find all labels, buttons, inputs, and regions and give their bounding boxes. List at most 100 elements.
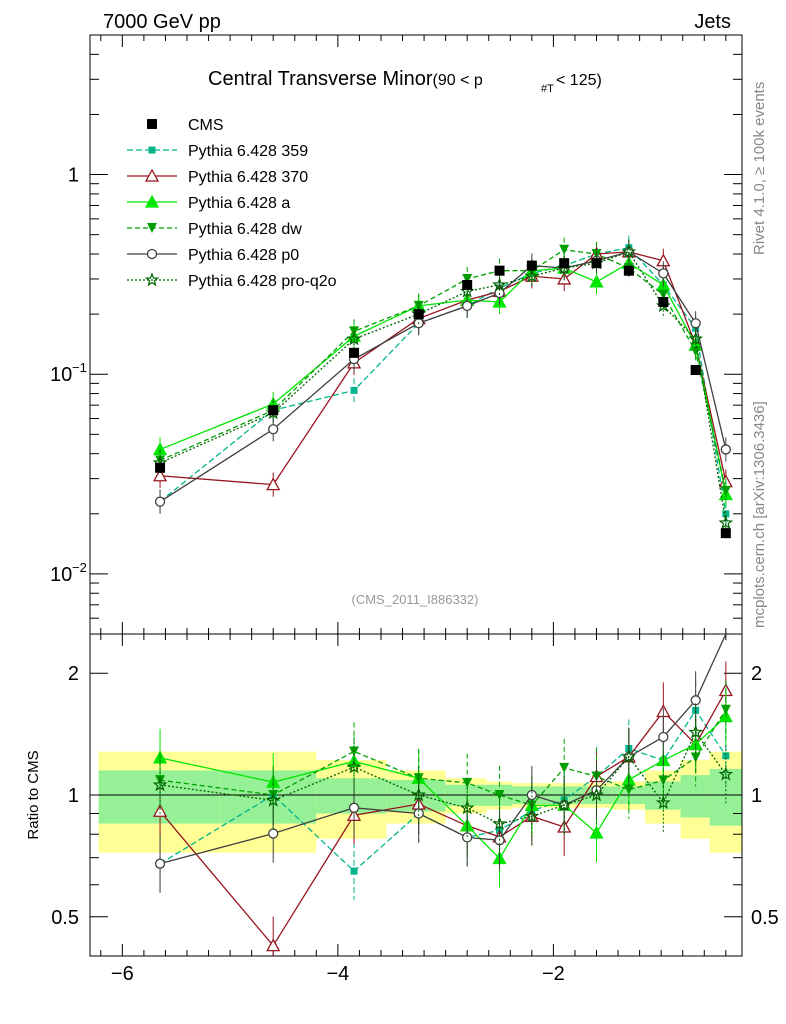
point-p370: [152, 468, 168, 482]
legend-marker: [147, 223, 157, 233]
point-pp0: [658, 268, 669, 279]
legend-label: Pythia 6.428 dw: [188, 221, 302, 238]
ratio-point-pdw: [690, 752, 701, 763]
point-pdw: [413, 300, 424, 311]
legend-label: Pythia 6.428 pro-q2o: [188, 273, 337, 290]
svg-text:Central Transverse Minor(90 <: Central Transverse Minor(90 < p: [208, 68, 483, 90]
cms-point: [349, 347, 360, 358]
header-left: 7000 GeV pp: [103, 11, 221, 33]
rivet-label: Rivet 4.1.0, ≥ 100k events: [751, 82, 768, 255]
ratio-y-tick-label-right: 0.5: [751, 907, 779, 929]
cms-point: [623, 265, 634, 276]
point-pa: [589, 274, 604, 288]
ratio-y-tick-label-right: 1: [751, 785, 762, 807]
title-sub: (90 < p: [433, 72, 483, 89]
ratio-ylabel: Ratio to CMS: [25, 750, 42, 839]
ratio-point-pdw: [720, 704, 731, 715]
x-tick-label: −6: [111, 963, 134, 985]
point-pq2o: [524, 268, 540, 283]
point-pq2o: [492, 277, 507, 292]
legend: CMS Pythia 6.428 359 Pythia 6.428 370 Pythi…: [127, 117, 337, 290]
ratio-point-pp0: [462, 832, 473, 843]
ratio-point-pq2o: [655, 795, 671, 810]
point-pp0: [268, 424, 279, 435]
point-pdw: [559, 244, 570, 255]
cms-point: [720, 528, 731, 539]
legend-label: Pythia 6.428 359: [188, 143, 308, 160]
ratio-point-pq2o: [524, 808, 540, 823]
cms-point: [690, 364, 701, 375]
legend-marker: [144, 272, 160, 287]
title-sub-index: #T: [541, 83, 554, 95]
main-series: [152, 235, 734, 539]
y-tick-label: 10: [50, 364, 72, 386]
ratio-point-pq2o: [152, 777, 168, 792]
ratio-point-pp0: [154, 858, 166, 869]
legend-label: Pythia 6.428 p0: [188, 247, 299, 264]
point-p370: [266, 477, 281, 491]
legend-marker: [144, 168, 160, 182]
point-p359: [350, 386, 358, 394]
cms-point: [591, 258, 602, 269]
ratio-point-p359: [722, 752, 730, 760]
ratio-y-tick-label: 0.5: [51, 907, 79, 929]
band-inner: [219, 770, 317, 824]
mcplots-label: mcplots.cern.ch [arXiv:1306.3436]: [751, 401, 768, 628]
y-tick-exponent: −2: [72, 560, 87, 575]
ratio-point-pq2o: [346, 759, 362, 774]
point-pq2o: [621, 244, 637, 259]
cms-point: [462, 279, 473, 290]
ratio-point-pq2o: [265, 792, 281, 807]
ratio-point-pdw: [559, 762, 570, 773]
point-pp0: [720, 444, 731, 455]
ratio-y-tick-label: 2: [68, 663, 79, 685]
ratio-point-p370: [152, 803, 168, 817]
legend-label: CMS: [188, 117, 224, 134]
point-pp0: [462, 300, 473, 312]
ratio-point-pq2o: [621, 749, 637, 764]
series-line-pa: [159, 262, 727, 495]
y-tick-label: 1: [68, 165, 79, 187]
ratio-point-pdw: [658, 775, 669, 786]
cms-point: [526, 260, 537, 271]
y-tick-exponent: −1: [72, 360, 87, 375]
ratio-y-tick-label: 1: [68, 785, 79, 807]
legend-label: Pythia 6.428 370: [188, 169, 308, 186]
cms-point: [268, 405, 279, 416]
band-inner: [680, 775, 710, 818]
ratio-point-pq2o: [589, 787, 604, 802]
x-tick-label: −4: [326, 963, 349, 985]
point-pq2o: [688, 331, 704, 346]
ratio-point-p370: [266, 938, 281, 952]
analysis-label: (CMS_2011_I886332): [352, 592, 479, 607]
ratio-point-pp0: [268, 828, 279, 839]
ratio-point-pq2o: [718, 766, 734, 781]
point-pq2o: [718, 515, 734, 530]
ratio-point-pdw: [462, 777, 473, 788]
ratio-point-p359: [350, 867, 358, 875]
x-tick-label: −2: [542, 963, 565, 985]
legend-label: Pythia 6.428 a: [188, 195, 290, 212]
legend-marker: [147, 119, 157, 129]
legend-marker: [144, 194, 160, 208]
ratio-point-pdw: [623, 784, 634, 795]
y-tick-label: 10: [50, 564, 72, 586]
cms-point: [559, 258, 570, 269]
ratio-y-tick-label-right: 2: [751, 663, 762, 685]
header-right: Jets: [694, 11, 731, 33]
ratio-point-pq2o: [459, 800, 475, 815]
ratio-point-pp0: [348, 802, 360, 813]
cms-point: [494, 265, 505, 276]
ratio-point-pq2o: [688, 724, 704, 739]
point-pp0: [690, 318, 701, 329]
title-sub-tail: < 125): [556, 72, 602, 89]
ratio-point-pq2o: [411, 787, 427, 802]
legend-marker: [148, 146, 156, 154]
ratio-point-pa: [266, 774, 281, 788]
point-pdw: [720, 486, 731, 497]
point-p359: [722, 510, 730, 518]
ratio-point-pq2o: [556, 797, 572, 812]
cms-point: [413, 309, 424, 320]
title-main: Central Transverse Minor: [208, 68, 433, 90]
